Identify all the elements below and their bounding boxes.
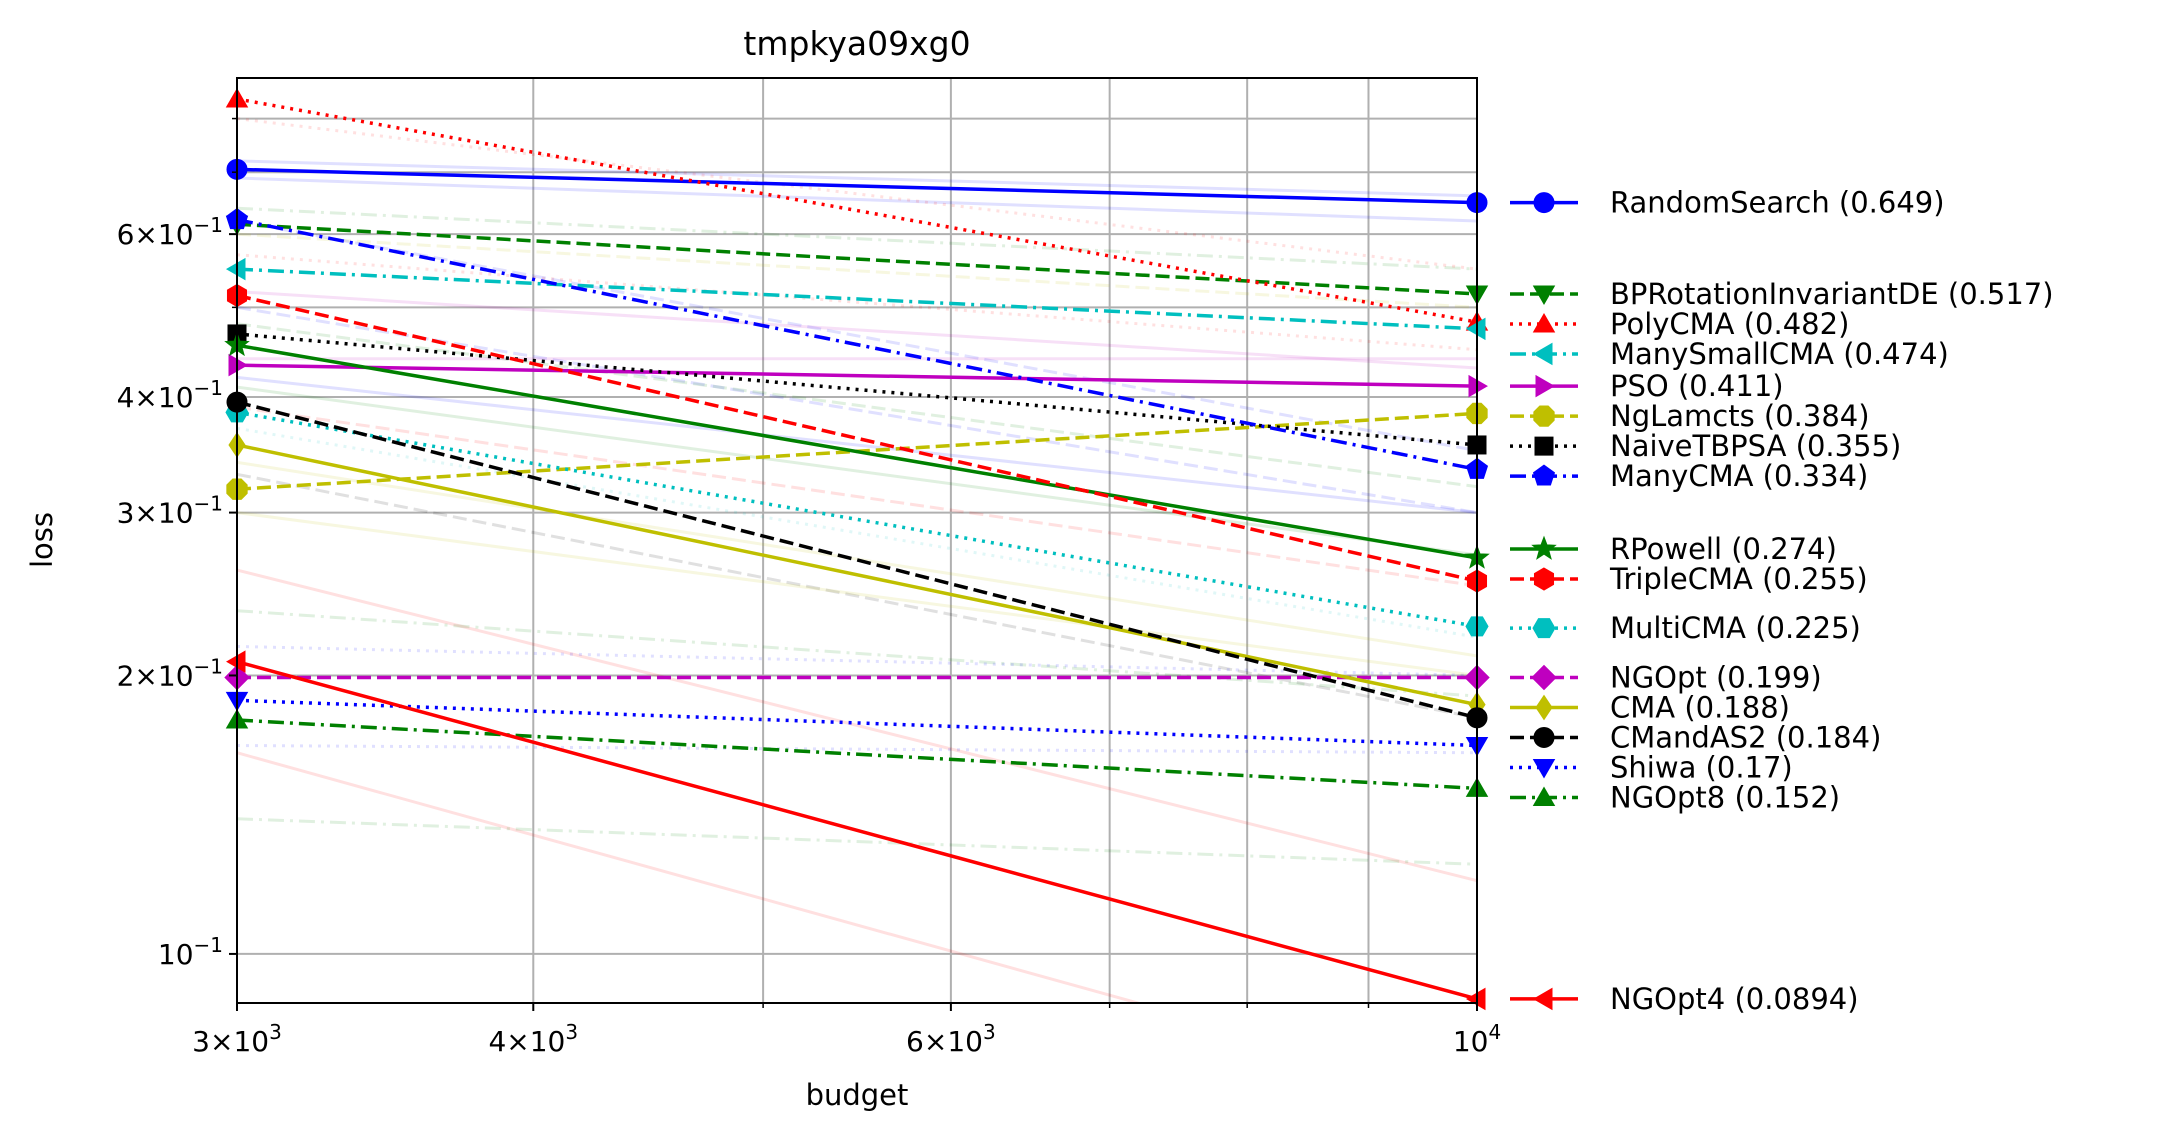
legend-marker — [1535, 374, 1556, 398]
legend-marker — [1532, 464, 1556, 486]
y-tick-label: 2×10−1 — [117, 654, 223, 692]
legend-marker — [1531, 664, 1557, 691]
x-tick-label: 3×103 — [192, 1020, 282, 1058]
background-series-line — [237, 159, 1477, 198]
background-series-line — [237, 405, 1477, 588]
series-line-14 — [237, 698, 1477, 748]
legend-label: NgLamcts (0.384) — [1610, 399, 1870, 433]
series-lines — [237, 97, 1477, 1001]
background-series-line — [237, 385, 1477, 557]
legend: RandomSearch (0.649) BPRotationInvariantD… — [1510, 186, 2054, 1016]
background-series-line — [237, 426, 1477, 639]
background-series — [237, 117, 1477, 1003]
legend-marker — [1533, 987, 1553, 1011]
background-series-line — [237, 751, 1144, 1003]
legend-label: CMandAS2 (0.184) — [1610, 720, 1881, 754]
series-line-0 — [237, 167, 1477, 205]
legend-label: PSO (0.411) — [1610, 369, 1784, 403]
legend-marker — [1535, 694, 1553, 721]
series-markers — [224, 87, 1490, 1011]
background-series-line — [237, 568, 1477, 883]
legend-marker — [1533, 726, 1555, 748]
background-series-line — [237, 609, 1477, 698]
y-tick-label: 6×10−1 — [117, 213, 223, 251]
background-series-line — [237, 744, 1477, 755]
series-line-7 — [237, 217, 1477, 472]
legend-label: TripleCMA (0.255) — [1609, 562, 1868, 596]
background-series-line — [237, 117, 1477, 271]
background-series-line — [237, 253, 1477, 352]
legend-label: CMA (0.188) — [1610, 690, 1790, 724]
series-line-13 — [237, 400, 1477, 720]
series-line-12 — [237, 443, 1477, 707]
y-tick-label: 3×10−1 — [117, 492, 223, 530]
series-line-3 — [237, 267, 1477, 331]
series-line-4 — [237, 363, 1477, 388]
legend-marker — [1533, 192, 1555, 214]
legend-label: NGOpt (0.199) — [1610, 660, 1822, 694]
legend-label: BPRotationInvariantDE (0.517) — [1610, 277, 2054, 311]
background-series-line — [237, 232, 1477, 309]
series-line-1 — [237, 222, 1477, 296]
legend-marker — [1533, 567, 1555, 591]
series-line-6 — [237, 332, 1477, 447]
x-tick-label: 6×103 — [906, 1020, 996, 1058]
legend-marker — [1532, 285, 1556, 305]
legend-marker — [1532, 618, 1556, 639]
legend-marker — [1533, 405, 1555, 427]
background-series-line — [237, 817, 1477, 866]
background-series-line — [237, 375, 1477, 515]
background-series-line — [237, 290, 1477, 370]
legend-marker — [1531, 535, 1557, 560]
series-line-9 — [237, 293, 1477, 583]
background-series-line — [237, 206, 1477, 271]
legend-label: ManyCMA (0.334) — [1610, 459, 1868, 493]
legend-label: RPowell (0.274) — [1610, 532, 1837, 566]
series-line-15 — [237, 718, 1477, 791]
background-series-line — [237, 322, 1477, 489]
series-line-8 — [237, 343, 1477, 560]
legend-label: MultiCMA (0.225) — [1610, 611, 1861, 645]
grid — [236, 78, 1478, 1003]
plot-frame — [236, 77, 1478, 1004]
series-line-10 — [237, 410, 1477, 629]
background-series-line — [237, 176, 1477, 223]
legend-marker — [1534, 436, 1554, 456]
legend-label: ManySmallCMA (0.474) — [1610, 337, 1949, 371]
legend-label: NGOpt8 (0.152) — [1610, 780, 1840, 814]
legend-label: Shiwa (0.17) — [1610, 750, 1793, 784]
background-series-line — [237, 472, 1477, 720]
legend-label: NGOpt4 (0.0894) — [1610, 982, 1859, 1016]
legend-marker — [1532, 312, 1556, 333]
series-line-2 — [237, 97, 1477, 324]
x-tick-label: 4×103 — [488, 1020, 578, 1058]
background-series-line — [237, 219, 1477, 453]
legend-label: RandomSearch (0.649) — [1610, 186, 1945, 220]
legend-label: PolyCMA (0.482) — [1610, 307, 1849, 341]
legend-marker — [1532, 758, 1556, 779]
x-tick-label: 104 — [1453, 1020, 1501, 1058]
y-axis-label: loss — [25, 512, 59, 568]
background-series-line — [237, 511, 1477, 677]
x-axis-label: budget — [806, 1078, 909, 1112]
background-series-line — [237, 460, 1477, 658]
legend-marker — [1532, 786, 1556, 806]
series-line-16 — [237, 659, 1477, 1001]
chart-title: tmpkya09xg0 — [743, 24, 970, 63]
axis-ticks: 3×103 4×103 6×103 104 10−1 2×10−1 3×10−1 4×10−1… — [117, 117, 1501, 1058]
y-tick-label: 4×10−1 — [117, 376, 223, 414]
y-tick-label: 10−1 — [158, 933, 223, 971]
legend-marker — [1533, 342, 1553, 366]
legend-label: NaiveTBPSA (0.355) — [1610, 429, 1901, 463]
